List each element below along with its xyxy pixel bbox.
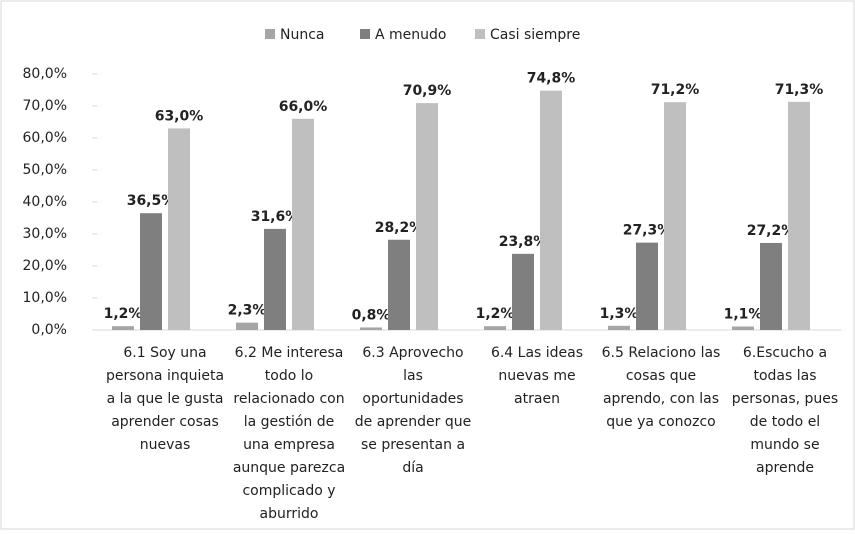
x-tick-label: 6.3 Aprovecho (362, 345, 463, 361)
y-tick-label: 40,0% (23, 194, 67, 210)
x-tick-label: cosas que (626, 368, 696, 384)
x-tick-label: día (402, 460, 423, 476)
value-label: 31,6% (251, 209, 300, 225)
bar (664, 102, 686, 330)
value-label: 2,3% (228, 303, 267, 319)
bar (168, 128, 190, 330)
y-tick-label: 70,0% (23, 98, 67, 114)
x-tick-label: persona inquieta (106, 368, 224, 384)
value-label: 27,2% (747, 223, 796, 239)
bar (760, 242, 782, 330)
bar (512, 253, 534, 330)
x-tick-label: nuevas me (498, 368, 575, 384)
value-label: 1,2% (476, 306, 515, 322)
y-tick-label: 30,0% (23, 226, 67, 242)
legend-label: Casi siempre (490, 27, 580, 43)
value-label: 1,1% (724, 306, 763, 322)
x-tick-label: todas las (753, 368, 816, 384)
x-tick-label: las (403, 368, 423, 384)
x-tick-label: que ya conozco (606, 414, 715, 430)
bar (636, 242, 658, 330)
value-label: 1,2% (104, 306, 143, 322)
x-tick-label: personas, pues (732, 391, 838, 407)
x-tick-label: atraen (514, 391, 560, 407)
x-tick-label: 6.2 Me interesa (235, 345, 344, 361)
bar (292, 118, 314, 330)
value-label: 66,0% (279, 99, 328, 115)
bar (416, 103, 438, 331)
x-tick-label: aburrido (260, 506, 319, 522)
bar (388, 239, 410, 330)
value-label: 0,8% (352, 307, 391, 323)
bar (236, 322, 258, 330)
legend-swatch (475, 29, 485, 39)
x-tick-label: complicado y (242, 483, 335, 499)
x-tick-label: aprendo, con las (603, 391, 719, 407)
value-label: 28,2% (375, 220, 424, 236)
y-tick-label: 20,0% (23, 258, 67, 274)
value-label: 23,8% (499, 234, 548, 250)
x-tick-label: aunque parezca (233, 460, 345, 476)
value-label: 27,3% (623, 223, 672, 239)
value-label: 1,3% (600, 306, 639, 322)
bar (360, 327, 382, 330)
x-tick-label: todo lo (265, 368, 313, 384)
bar (140, 213, 162, 330)
y-tick-label: 10,0% (23, 290, 67, 306)
x-tick-label: a la que le gusta (107, 391, 224, 407)
bar (112, 326, 134, 330)
bar (788, 101, 810, 330)
bar (732, 326, 754, 330)
bar (608, 325, 630, 330)
value-label: 74,8% (527, 71, 576, 87)
x-tick-label: aprende (756, 460, 814, 476)
x-tick-label: una empresa (243, 437, 335, 453)
legend-label: Nunca (280, 27, 325, 43)
x-tick-label: mundo se (750, 437, 819, 453)
x-tick-label: 6.5 Relaciono las (602, 345, 721, 361)
legend-swatch (360, 29, 370, 39)
x-tick-label: de todo el (750, 414, 820, 430)
y-tick-label: 80,0% (23, 66, 67, 82)
bar (264, 228, 286, 330)
x-tick-label: 6.Escucho a (743, 345, 827, 361)
legend-swatch (265, 29, 275, 39)
y-tick-label: 0,0% (31, 322, 67, 338)
y-tick-label: 50,0% (23, 162, 67, 178)
value-label: 70,9% (403, 83, 452, 99)
x-tick-label: la gestión de (244, 414, 334, 430)
x-tick-label: oportunidades (362, 391, 463, 407)
value-label: 63,0% (155, 108, 204, 124)
value-label: 71,2% (651, 82, 700, 98)
legend-label: A menudo (375, 27, 446, 43)
value-label: 36,5% (127, 193, 176, 209)
x-tick-label: aprender cosas (111, 414, 219, 430)
x-tick-label: nuevas (140, 437, 191, 453)
x-tick-label: 6.1 Soy una (123, 345, 206, 361)
y-tick-label: 60,0% (23, 130, 67, 146)
x-tick-label: de aprender que (355, 414, 471, 430)
x-tick-label: relacionado con (233, 391, 344, 407)
bar (484, 326, 506, 330)
x-tick-label: se presentan a (361, 437, 465, 453)
value-label: 71,3% (775, 82, 824, 98)
x-tick-label: 6.4 Las ideas (491, 345, 583, 361)
bar (540, 90, 562, 330)
